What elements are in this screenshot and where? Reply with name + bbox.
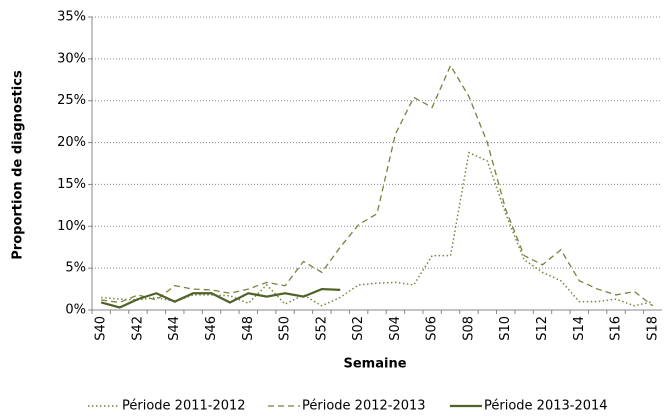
x-tick-label: S42 (130, 316, 145, 341)
x-tick-label: S46 (204, 316, 219, 341)
legend-label: Période 2012-2013 (302, 399, 426, 414)
series-line (101, 151, 653, 307)
x-tick-label: S14 (572, 316, 587, 341)
x-tick-label: S16 (609, 316, 624, 341)
y-tick-label: 0% (65, 303, 86, 318)
y-axis-label: Proportion de diagnostics (11, 70, 26, 260)
x-tick-label: S10 (498, 316, 513, 341)
x-tick-label: S08 (461, 316, 476, 341)
x-tick-label: S48 (241, 316, 256, 341)
y-tick-label: 20% (57, 135, 86, 150)
y-tick-label: 5% (65, 261, 86, 276)
x-tick-label: S06 (425, 316, 440, 341)
y-tick-label: 30% (57, 51, 86, 66)
x-tick-label: S02 (351, 316, 366, 341)
legend-label: Période 2013-2014 (484, 399, 608, 414)
x-tick-label: S04 (388, 316, 403, 341)
x-tick-label: S12 (535, 316, 550, 341)
y-tick-label: 10% (57, 219, 86, 234)
y-tick-label: 25% (57, 93, 86, 108)
x-tick-label: S50 (278, 316, 293, 341)
x-axis-label: Semaine (343, 357, 406, 372)
y-tick-label: 15% (57, 177, 86, 192)
x-tick-label: S18 (645, 316, 660, 341)
x-tick-label: S40 (94, 316, 109, 341)
series-line (100, 287, 341, 309)
y-tick-label: 35% (57, 10, 86, 25)
series-line (101, 64, 654, 307)
legend-label: Période 2011-2012 (122, 399, 246, 414)
x-tick-label: S52 (314, 316, 329, 341)
x-tick-label: S44 (167, 316, 182, 341)
